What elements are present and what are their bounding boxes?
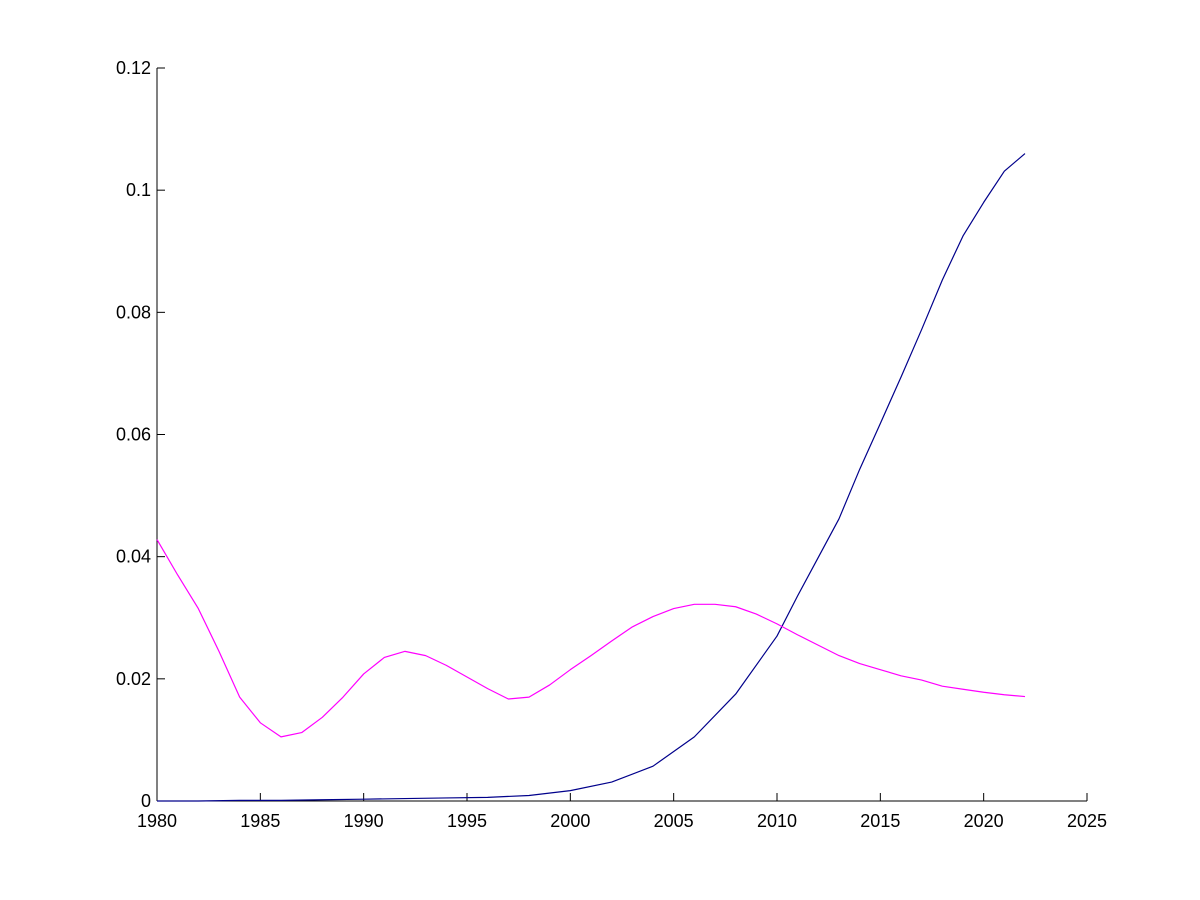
series-line-2 (156, 539, 1026, 738)
x-tick-label: 1980 (137, 811, 177, 831)
y-tick-label: 0.04 (116, 547, 151, 567)
y-tick-label: 0.08 (116, 302, 151, 322)
axes: 1980 1985 1990 1995 2000 2005 2010 2015 2020 2025… (116, 58, 1107, 831)
x-tick-label: 2010 (757, 811, 797, 831)
x-tick-label: 1990 (344, 811, 384, 831)
series-group (156, 153, 1026, 802)
y-tick-label: 0.1 (126, 180, 151, 200)
x-tick-label: 2025 (1067, 811, 1107, 831)
x-tick-label: 2000 (550, 811, 590, 831)
series-line-1 (157, 153, 1026, 802)
y-tick-label: 0.02 (116, 669, 151, 689)
x-tick-label: 1995 (447, 811, 487, 831)
x-tick-label: 2015 (860, 811, 900, 831)
x-tick-label: 2020 (964, 811, 1004, 831)
y-tick-label: 0.12 (116, 58, 151, 78)
x-tick-label: 2005 (654, 811, 694, 831)
x-tick-label: 1985 (240, 811, 280, 831)
y-tick-label: 0.06 (116, 425, 151, 445)
y-tick-label: 0 (141, 791, 151, 811)
